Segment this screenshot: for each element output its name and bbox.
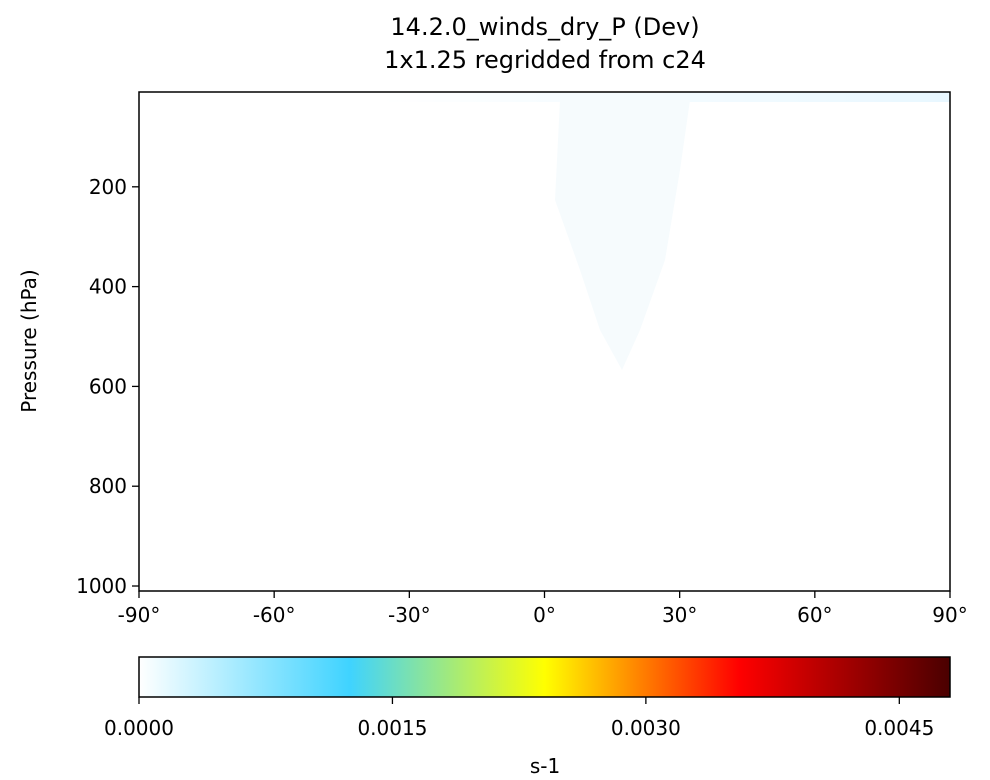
heatmap-plume — [555, 100, 690, 370]
x-tick-label: -30° — [388, 603, 431, 627]
colorbar-tick-label: 0.0000 — [104, 716, 174, 740]
y-tick-label: 800 — [89, 474, 127, 498]
colorbar-tick-label: 0.0045 — [864, 716, 934, 740]
y-axis-label: Pressure (hPa) — [17, 269, 41, 412]
chart-subtitle: 1x1.25 regridded from c24 — [384, 46, 706, 74]
colorbar-label: s-1 — [530, 754, 560, 778]
x-tick-label: -90° — [118, 603, 161, 627]
y-tick-label: 200 — [89, 175, 127, 199]
colorbar-tick-label: 0.0015 — [357, 716, 427, 740]
colorbar-ticks: 0.0000 0.0015 0.0030 0.0045 — [104, 697, 934, 740]
heatmap-top-tint — [380, 92, 950, 102]
heatmap-field — [139, 92, 950, 591]
y-tick-label: 600 — [89, 374, 127, 398]
colorbar-tick-label: 0.0030 — [611, 716, 681, 740]
x-tick-label: -60° — [253, 603, 296, 627]
colorbar: 0.0000 0.0015 0.0030 0.0045 s-1 — [104, 656, 951, 778]
heatmap-background — [139, 92, 950, 591]
x-tick-label: 90° — [932, 603, 967, 627]
y-tick-label: 400 — [89, 275, 127, 299]
colorbar-frame — [138, 656, 951, 698]
x-tick-label: 30° — [662, 603, 697, 627]
y-tick-label: 1000 — [76, 574, 127, 598]
colorbar-gradient — [139, 657, 950, 697]
x-tick-label: 0° — [533, 603, 556, 627]
x-axis: -90° -60° -30° 0° 30° 60° 90° — [118, 591, 968, 627]
x-tick-label: 60° — [797, 603, 832, 627]
y-axis: 200 400 600 800 1000 — [76, 175, 139, 598]
chart-title: 14.2.0_winds_dry_P (Dev) — [390, 13, 700, 41]
